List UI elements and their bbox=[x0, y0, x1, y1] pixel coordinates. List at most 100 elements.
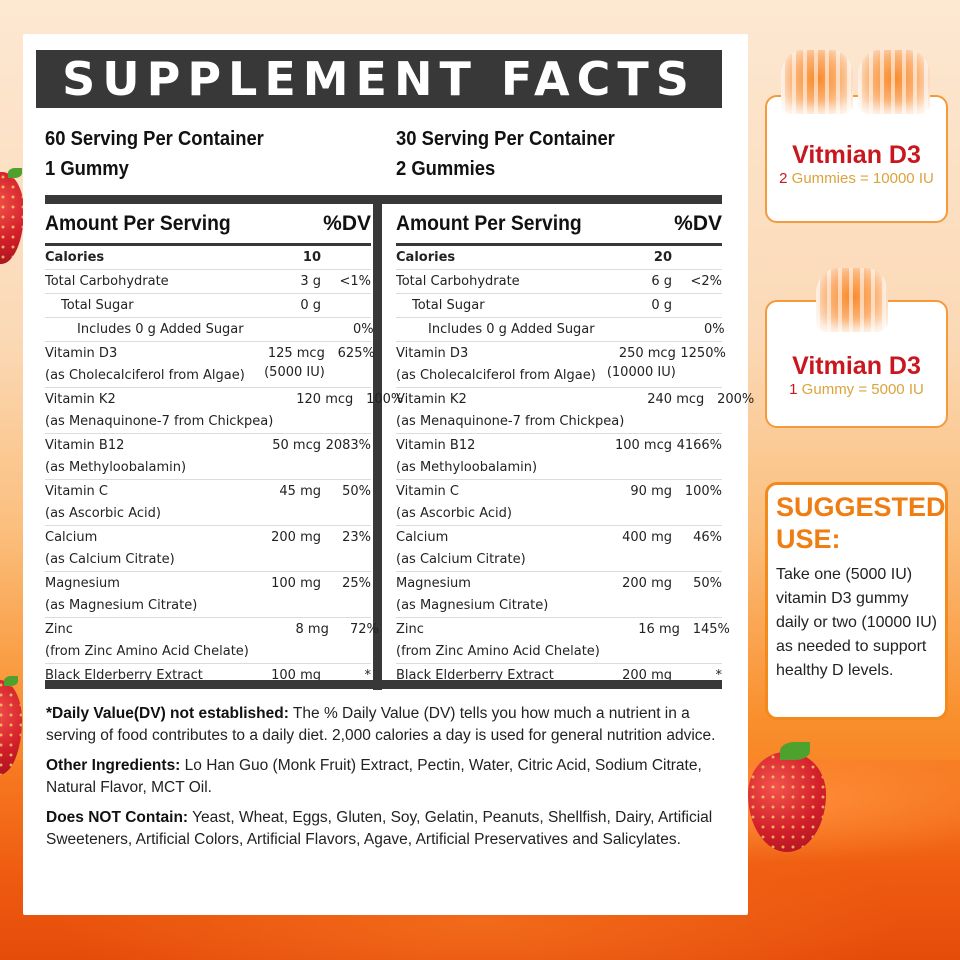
nutrient-label: Includes 0 g Added Sugar bbox=[77, 322, 244, 337]
nutrient-source: (as Ascorbic Acid) bbox=[396, 506, 512, 521]
title-line: SUGGESTED bbox=[776, 492, 946, 522]
nutrient-dv bbox=[672, 296, 722, 315]
nutrient-dv: 25% bbox=[342, 576, 371, 591]
nutrient-label: Total Carbohydrate bbox=[396, 274, 520, 289]
nutrient-label: Vitamin K2 bbox=[396, 392, 467, 407]
daily-value-note: *Daily Value(DV) not established: The % … bbox=[46, 703, 726, 747]
nutrient-amount: 250 mcg (10000 IU) bbox=[596, 344, 676, 385]
note-text: The % Daily Value (DV) tells you how muc… bbox=[46, 705, 716, 744]
amount-value: 8 mg bbox=[295, 622, 329, 637]
amount-value: 120 mcg bbox=[296, 392, 354, 407]
right-servings-info: 30 Serving Per Container 2 Gummies bbox=[396, 124, 615, 184]
nutrient-label: Calcium bbox=[45, 530, 98, 545]
nutrient-row: Vitamin D3 (as Cholecalciferol from Algae… bbox=[396, 342, 726, 388]
amount-value: 100 mg bbox=[271, 668, 321, 683]
nutrient-dv: 72% bbox=[349, 622, 379, 637]
promo-title: Vitmian D3 bbox=[792, 141, 921, 169]
title-line: USE: bbox=[776, 524, 841, 554]
servings-per-container: 60 Serving Per Container bbox=[45, 128, 264, 150]
amount-value: 100 mg bbox=[271, 576, 321, 591]
amount-value: 50 mcg bbox=[272, 438, 321, 453]
nutrient-name: Black Elderberry Extract bbox=[396, 666, 592, 685]
nutrient-label: Vitamin K2 bbox=[45, 392, 116, 407]
amount-value: 0 g bbox=[651, 298, 672, 313]
dose-text: Gummy = 5000 IU bbox=[797, 381, 924, 398]
nutrient-name: Total Carbohydrate bbox=[396, 272, 592, 291]
nutrient-label: Vitamin C bbox=[45, 484, 109, 499]
nutrient-dv: <2% bbox=[690, 274, 722, 289]
supplement-facts-card: SUPPLEMENT FACTS 60 Serving Per Containe… bbox=[23, 34, 754, 915]
amount-value: 3 g bbox=[300, 274, 321, 289]
gummy-image bbox=[858, 50, 930, 114]
nutrient-amount: 400 mg bbox=[592, 528, 672, 569]
nutrient-row: Magnesium (as Magnesium Citrate) 200 mg 50% bbox=[396, 572, 722, 618]
panel-header: Amount Per Serving %DV bbox=[45, 204, 371, 246]
nutrient-name: Total Sugar bbox=[45, 296, 241, 315]
dv-label: %DV bbox=[674, 211, 722, 235]
nutrient-amount: 0 g bbox=[241, 296, 321, 315]
nutrient-row: Vitamin C (as Ascorbic Acid) 90 mg 100% bbox=[396, 480, 722, 526]
nutrient-name: Total Sugar bbox=[396, 296, 592, 315]
nutrient-name: Calcium (as Calcium Citrate) bbox=[396, 528, 592, 569]
amount-value: 250 mcg bbox=[618, 346, 676, 361]
nutrient-amount: 0 g bbox=[592, 296, 672, 315]
dose-count: 2 bbox=[779, 170, 788, 187]
amount-per-serving-label: Amount Per Serving bbox=[396, 211, 582, 235]
nutrient-label: Zinc bbox=[396, 622, 424, 637]
nutrient-amount: 50 mcg bbox=[241, 436, 321, 477]
amount-value: 0 g bbox=[300, 298, 321, 313]
nutrient-row: Vitamin K2 (as Menaquinone-7 from Chickpe… bbox=[396, 388, 754, 434]
nutrient-rows: Calories 10 Total Carbohydrate 3 g <1% Total … bbox=[45, 246, 403, 687]
amount-value: 240 mcg bbox=[647, 392, 705, 407]
amount-iu: (10000 IU) bbox=[606, 365, 676, 380]
nutrient-dv: 4166% bbox=[676, 438, 722, 453]
nutrient-name: Vitamin B12 (as Methyloobalamin) bbox=[396, 436, 592, 477]
nutrient-amount: 200 mg bbox=[592, 574, 672, 615]
nutrient-row: Black Elderberry Extract 200 mg * bbox=[396, 664, 722, 687]
promo-two-gummies: Vitmian D3 2 Gummies = 10000 IU bbox=[765, 95, 948, 223]
left-servings-info: 60 Serving Per Container 1 Gummy bbox=[45, 124, 264, 184]
nutrient-label: Magnesium bbox=[45, 576, 120, 591]
nutrient-amount: 10 bbox=[241, 248, 321, 267]
serving-size: 2 Gummies bbox=[396, 158, 496, 180]
nutrient-row: Vitamin K2 (as Menaquinone-7 from Chickpe… bbox=[45, 388, 403, 434]
promo-title: Vitmian D3 bbox=[792, 352, 921, 380]
nutrient-amount: 16 mg bbox=[600, 620, 680, 661]
nutrient-row: Total Sugar 0 g bbox=[396, 294, 722, 318]
amount-value: 125 mcg bbox=[267, 346, 325, 361]
note-text: Yeast, Wheat, Eggs, Gluten, Soy, Gelatin… bbox=[46, 809, 713, 848]
nutrient-dv bbox=[321, 248, 371, 267]
nutrient-row: Vitamin B12 (as Methyloobalamin) 100 mcg 41… bbox=[396, 434, 722, 480]
note-label: *Daily Value(DV) not established: bbox=[46, 705, 289, 722]
nutrient-amount: 200 mg bbox=[592, 666, 672, 685]
nutrient-source: (as Magnesium Citrate) bbox=[45, 598, 198, 613]
nutrient-row: Calcium (as Calcium Citrate) 200 mg 23% bbox=[45, 526, 371, 572]
nutrient-amount: 45 mg bbox=[241, 482, 321, 523]
nutrient-source: (as Cholecalciferol from Algae) bbox=[45, 368, 245, 383]
nutrient-label: Total Carbohydrate bbox=[45, 274, 169, 289]
nutrient-row: Total Carbohydrate 6 g <2% bbox=[396, 270, 722, 294]
nutrient-label: Calcium bbox=[396, 530, 449, 545]
nutrient-row: Includes 0 g Added Sugar 0% bbox=[45, 318, 374, 342]
strawberry-left-bottom bbox=[0, 680, 22, 775]
page-title: SUPPLEMENT FACTS bbox=[36, 50, 722, 108]
nutrient-dv: 100% bbox=[684, 484, 722, 499]
amount-value: 90 mg bbox=[630, 484, 672, 499]
nutrient-name: Magnesium (as Magnesium Citrate) bbox=[396, 574, 592, 615]
amount-value: 200 mg bbox=[622, 576, 672, 591]
amount-value: 6 g bbox=[651, 274, 672, 289]
nutrient-name: Vitamin B12 (as Methyloobalamin) bbox=[45, 436, 241, 477]
nutrient-source: (as Calcium Citrate) bbox=[45, 552, 175, 567]
strawberry-left-top bbox=[0, 172, 24, 264]
nutrient-row: Calcium (as Calcium Citrate) 400 mg 46% bbox=[396, 526, 722, 572]
left-facts-panel: Amount Per Serving %DV Calories 10 Total C… bbox=[45, 204, 403, 687]
nutrient-source: (as Menaquinone-7 from Chickpea) bbox=[396, 414, 625, 429]
nutrient-name: Calcium (as Calcium Citrate) bbox=[45, 528, 241, 569]
nutrient-name: Zinc (from Zinc Amino Acid Chelate) bbox=[396, 620, 600, 661]
nutrient-label: Vitamin B12 bbox=[396, 438, 476, 453]
nutrient-label: Black Elderberry Extract bbox=[45, 668, 203, 683]
nutrient-dv: 1250% bbox=[680, 346, 726, 361]
does-not-contain: Does NOT Contain: Yeast, Wheat, Eggs, Gl… bbox=[46, 807, 726, 851]
nutrient-row: Vitamin C (as Ascorbic Acid) 45 mg 50% bbox=[45, 480, 371, 526]
nutrient-amount: 125 mcg (5000 IU) bbox=[245, 344, 325, 385]
